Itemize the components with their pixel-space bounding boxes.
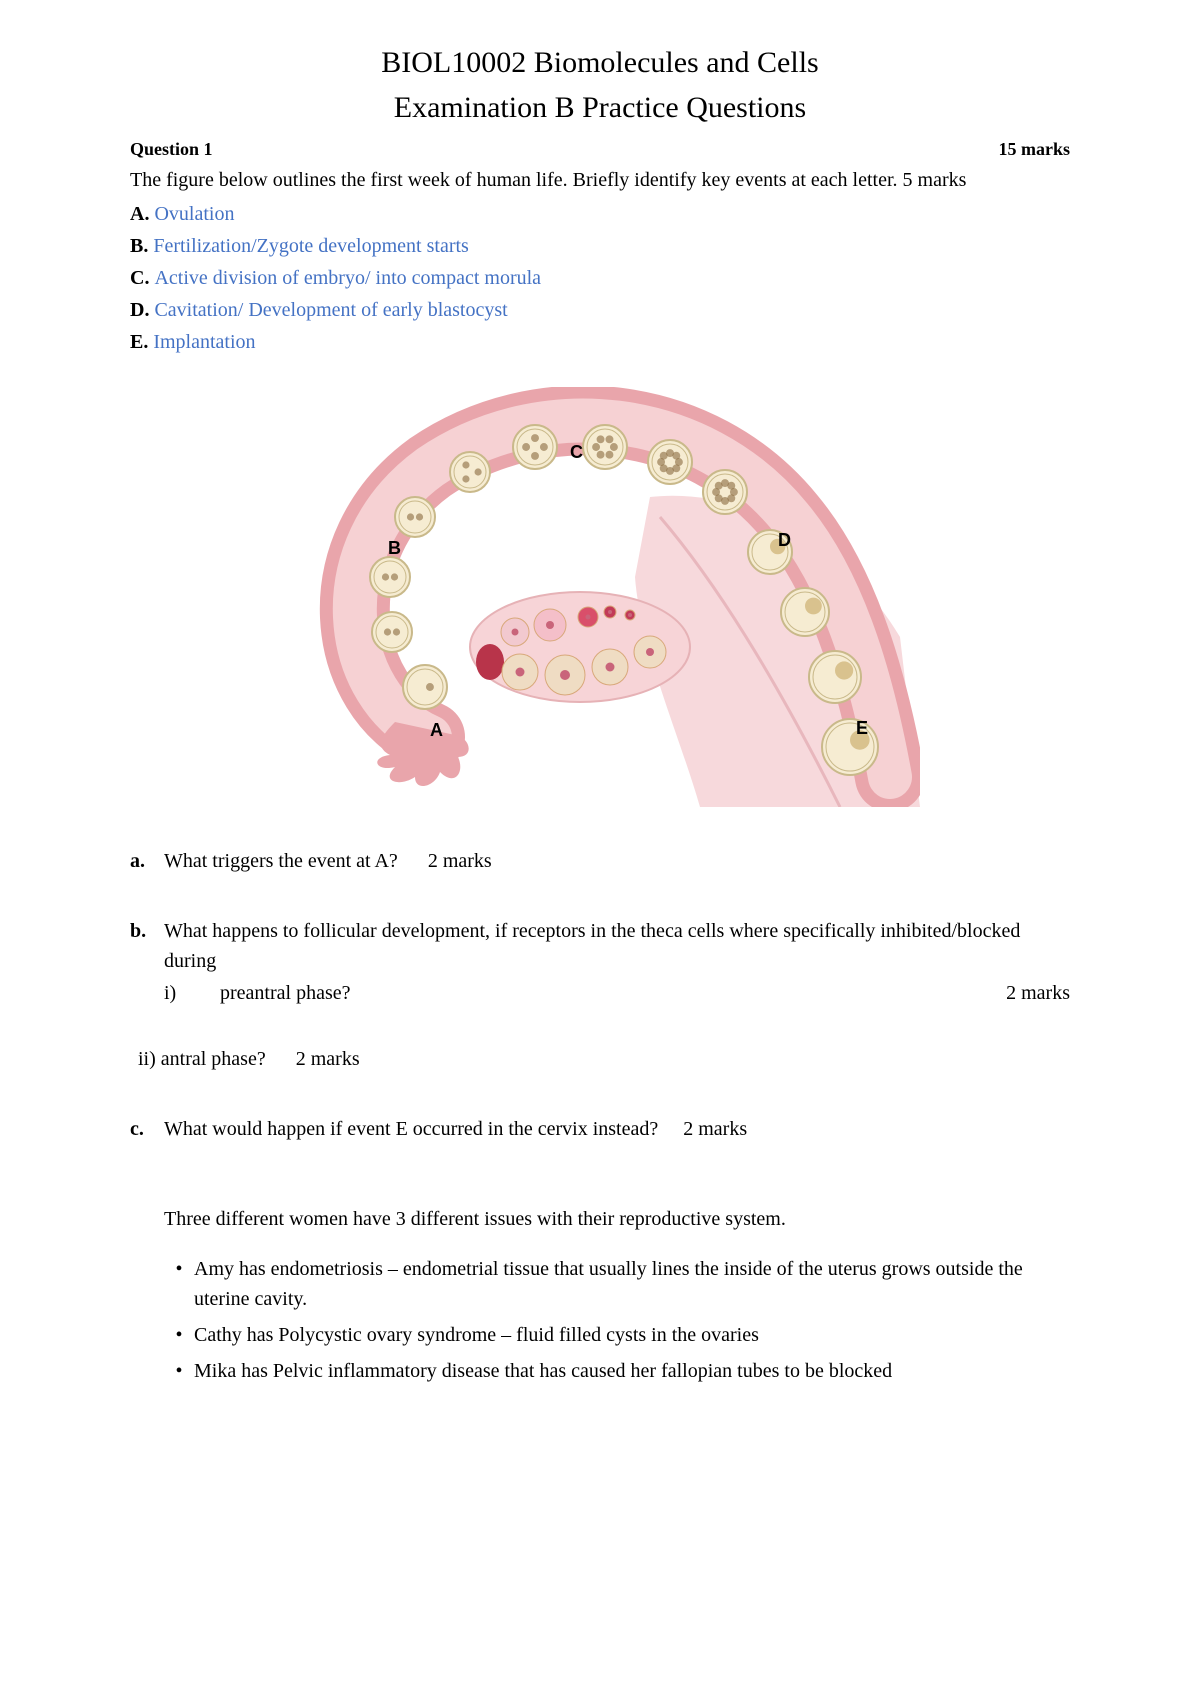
letter-answers: A. OvulationB. Fertilization/Zygote deve…	[130, 199, 1070, 357]
course-title: BIOL10002 Biomolecules and Cells	[130, 40, 1070, 85]
bullet-text: Amy has endometriosis – endometrial tiss…	[194, 1254, 1070, 1314]
diagram-label: B	[388, 535, 401, 562]
letter-label: B.	[130, 235, 153, 257]
letter-row: D. Cavitation/ Development of early blas…	[130, 295, 1070, 325]
roman-label: i)	[164, 978, 220, 1008]
roman-ii: ii) antral phase? 2 marks	[138, 1044, 1070, 1074]
question-label: Question 1	[130, 136, 213, 163]
subq-marks: 2 marks	[428, 850, 492, 872]
title-block: BIOL10002 Biomolecules and Cells Examina…	[130, 40, 1070, 130]
subq-label: b.	[130, 916, 164, 1008]
bullet-dot-icon: •	[164, 1254, 194, 1314]
diagram-label: E	[856, 715, 868, 742]
roman-ii-marks: 2 marks	[296, 1048, 360, 1070]
subq-text: What would happen if event E occurred in…	[164, 1118, 658, 1140]
sub-question-a: a. What triggers the event at A? 2 marks	[130, 846, 1070, 876]
diagram-label: A	[430, 717, 443, 744]
subq-body: What happens to follicular development, …	[164, 916, 1070, 1008]
question-header: Question 1 15 marks	[130, 136, 1070, 163]
reproductive-diagram: A B C D E	[280, 387, 920, 807]
bullet-list: •Amy has endometriosis – endometrial tis…	[164, 1254, 1070, 1386]
subq-label: c.	[130, 1114, 164, 1144]
subq-label: a.	[130, 846, 164, 876]
case-intro: Three different women have 3 different i…	[164, 1204, 1070, 1234]
subq-marks: 2 marks	[683, 1118, 747, 1140]
diagram-label: D	[778, 527, 791, 554]
roman-ii-text: ii) antral phase?	[138, 1048, 266, 1070]
exam-title: Examination B Practice Questions	[130, 85, 1070, 130]
roman-text: preantral phase?	[220, 978, 966, 1008]
letter-row: C. Active division of embryo/ into compa…	[130, 263, 1070, 293]
bullet-dot-icon: •	[164, 1356, 194, 1386]
subq-text: What triggers the event at A?	[164, 850, 398, 872]
letter-answer: Fertilization/Zygote development starts	[153, 235, 468, 257]
bullet-text: Mika has Pelvic inflammatory disease tha…	[194, 1356, 1070, 1386]
roman-i: i) preantral phase? 2 marks	[164, 978, 1070, 1008]
sub-question-b: b. What happens to follicular developmen…	[130, 916, 1070, 1008]
letter-row: E. Implantation	[130, 327, 1070, 357]
question-intro: The figure below outlines the first week…	[130, 165, 1070, 195]
subq-text: What happens to follicular development, …	[164, 916, 1070, 976]
letter-label: C.	[130, 267, 154, 289]
subq-body: What triggers the event at A? 2 marks	[164, 846, 1070, 876]
question-marks: 15 marks	[999, 136, 1071, 163]
letter-answer: Ovulation	[154, 203, 234, 225]
letter-answer: Implantation	[153, 331, 255, 353]
bullet-text: Cathy has Polycystic ovary syndrome – fl…	[194, 1320, 1070, 1350]
diagram-container: A B C D E	[130, 387, 1070, 816]
letter-row: B. Fertilization/Zygote development star…	[130, 231, 1070, 261]
letter-label: E.	[130, 331, 153, 353]
letter-row: A. Ovulation	[130, 199, 1070, 229]
letter-label: D.	[130, 299, 154, 321]
roman-marks: 2 marks	[966, 978, 1070, 1008]
sub-question-c: c. What would happen if event E occurred…	[130, 1114, 1070, 1144]
subq-body: What would happen if event E occurred in…	[164, 1114, 1070, 1144]
diagram-label: C	[570, 439, 583, 466]
letter-answer: Cavitation/ Development of early blastoc…	[154, 299, 507, 321]
letter-answer: Active division of embryo/ into compact …	[154, 267, 541, 289]
bullet-dot-icon: •	[164, 1320, 194, 1350]
list-item: •Mika has Pelvic inflammatory disease th…	[164, 1356, 1070, 1386]
letter-label: A.	[130, 203, 154, 225]
list-item: •Cathy has Polycystic ovary syndrome – f…	[164, 1320, 1070, 1350]
list-item: •Amy has endometriosis – endometrial tis…	[164, 1254, 1070, 1314]
